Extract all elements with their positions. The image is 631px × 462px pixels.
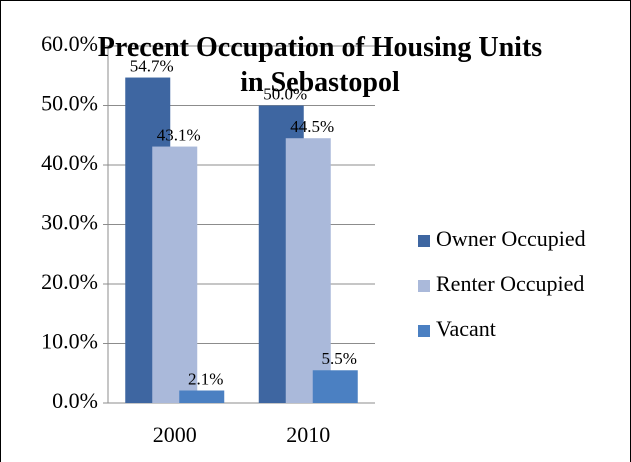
data-label: 44.5% [290,117,334,136]
bar [312,370,358,403]
legend-label: Renter Occupied [436,271,584,296]
y-tick-label: 60.0% [41,31,98,56]
data-label: 2.1% [188,369,223,388]
data-label: 43.1% [157,125,201,144]
y-tick-label: 10.0% [41,329,98,354]
legend-label: Vacant [436,316,496,341]
y-tick-label: 20.0% [41,269,98,294]
data-label: 50.0% [263,84,307,103]
bar [152,146,198,403]
legend-swatch [418,235,430,247]
y-tick-label: 40.0% [41,150,98,175]
data-label: 5.5% [322,349,357,368]
legend-swatch [418,280,430,292]
bar [285,138,331,403]
bar [179,390,225,403]
legend-label: Owner Occupied [436,226,586,251]
chart-title: Precent Occupation of Housing Units in S… [97,32,543,98]
y-tick-label: 0.0% [52,388,98,413]
x-tick-label: 2010 [286,422,330,447]
y-tick-label: 30.0% [41,210,98,235]
y-tick-label: 50.0% [41,91,98,116]
x-tick-label: 2000 [153,422,197,447]
data-label: 54.7% [130,56,174,75]
legend-swatch [418,325,430,337]
